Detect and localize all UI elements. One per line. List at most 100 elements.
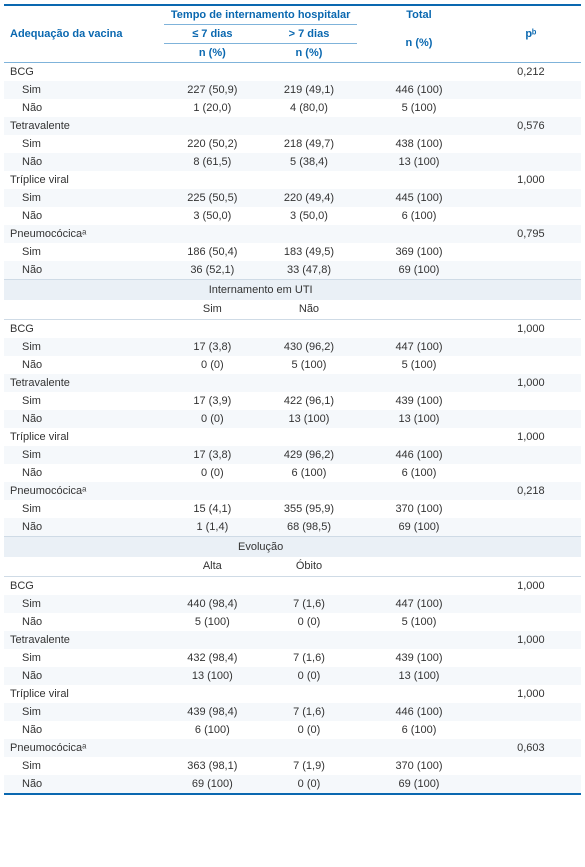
data-table: Adequação da vacina Tempo de internament… [4, 4, 581, 795]
section-evo-obito: Óbito [261, 557, 358, 577]
row-sim: Sim [4, 446, 164, 464]
cell: 3 (50,0) [164, 207, 261, 225]
cell: 370 (100) [357, 500, 480, 518]
row-nao: Não [4, 518, 164, 537]
cell: 225 (50,5) [164, 189, 261, 207]
vac-triplice: Tríplice viral [4, 428, 164, 446]
header-npc-2: n (%) [261, 44, 358, 63]
cell: 3 (50,0) [261, 207, 358, 225]
cell: 5 (100) [357, 613, 480, 631]
cell: 220 (50,2) [164, 135, 261, 153]
row-sim: Sim [4, 595, 164, 613]
p-evo-tetra: 1,000 [481, 631, 581, 649]
header-p: pᵇ [481, 5, 581, 63]
row-sim: Sim [4, 189, 164, 207]
row-nao: Não [4, 775, 164, 794]
row-nao: Não [4, 721, 164, 739]
cell: 219 (49,1) [261, 81, 358, 99]
cell: 0 (0) [261, 613, 358, 631]
cell: 446 (100) [357, 81, 480, 99]
p-uti-bcg: 1,000 [481, 320, 581, 339]
row-sim: Sim [4, 338, 164, 356]
section-uti-title: Internamento em UTI [164, 280, 357, 301]
row-nao: Não [4, 261, 164, 280]
row-sim: Sim [4, 243, 164, 261]
cell: 15 (4,1) [164, 500, 261, 518]
cell: 1 (20,0) [164, 99, 261, 117]
cell: 0 (0) [164, 356, 261, 374]
cell: 430 (96,2) [261, 338, 358, 356]
cell: 13 (100) [357, 153, 480, 171]
cell: 8 (61,5) [164, 153, 261, 171]
p-evo-triplice: 1,000 [481, 685, 581, 703]
cell: 5 (100) [357, 99, 480, 117]
cell: 7 (1,6) [261, 649, 358, 667]
cell: 7 (1,6) [261, 595, 358, 613]
cell: 5 (38,4) [261, 153, 358, 171]
cell: 4 (80,0) [261, 99, 358, 117]
cell: 0 (0) [261, 721, 358, 739]
cell: 6 (100) [357, 464, 480, 482]
cell: 218 (49,7) [261, 135, 358, 153]
cell: 36 (52,1) [164, 261, 261, 280]
cell: 5 (100) [357, 356, 480, 374]
cell: 17 (3,8) [164, 446, 261, 464]
cell: 439 (100) [357, 392, 480, 410]
header-gt7: > 7 dias [261, 25, 358, 44]
cell: 13 (100) [357, 410, 480, 428]
p-evo-bcg: 1,000 [481, 577, 581, 596]
row-nao: Não [4, 153, 164, 171]
vac-pneumo: Pneumocócicaᵃ [4, 225, 164, 243]
vac-triplice: Tríplice viral [4, 685, 164, 703]
cell: 68 (98,5) [261, 518, 358, 537]
row-nao: Não [4, 667, 164, 685]
cell: 69 (100) [357, 775, 480, 794]
cell: 0 (0) [164, 464, 261, 482]
row-sim: Sim [4, 649, 164, 667]
p-time-tetra: 0,576 [481, 117, 581, 135]
cell: 422 (96,1) [261, 392, 358, 410]
row-nao: Não [4, 410, 164, 428]
cell: 446 (100) [357, 703, 480, 721]
vac-pneumo: Pneumocócicaᵃ [4, 739, 164, 757]
row-nao: Não [4, 99, 164, 117]
cell: 186 (50,4) [164, 243, 261, 261]
cell: 6 (100) [357, 721, 480, 739]
cell: 0 (0) [164, 410, 261, 428]
cell: 0 (0) [261, 775, 358, 794]
section-evo-alta: Alta [164, 557, 261, 577]
header-adequacao: Adequação da vacina [4, 5, 164, 63]
vac-triplice: Tríplice viral [4, 171, 164, 189]
cell: 183 (49,5) [261, 243, 358, 261]
cell: 33 (47,8) [261, 261, 358, 280]
section-uti-nao: Não [261, 300, 358, 320]
cell: 447 (100) [357, 595, 480, 613]
cell: 446 (100) [357, 446, 480, 464]
cell: 69 (100) [357, 518, 480, 537]
section-evo-title: Evolução [164, 537, 357, 558]
cell: 227 (50,9) [164, 81, 261, 99]
vac-tetra: Tetravalente [4, 631, 164, 649]
row-sim: Sim [4, 392, 164, 410]
row-sim: Sim [4, 757, 164, 775]
vac-bcg: BCG [4, 320, 164, 339]
cell: 5 (100) [164, 613, 261, 631]
cell: 13 (100) [357, 667, 480, 685]
p-time-bcg: 0,212 [481, 63, 581, 82]
header-total: Total [357, 5, 480, 25]
p-time-pneumo: 0,795 [481, 225, 581, 243]
cell: 6 (100) [357, 207, 480, 225]
header-total-npc: n (%) [357, 25, 480, 63]
p-uti-triplice: 1,000 [481, 428, 581, 446]
cell: 440 (98,4) [164, 595, 261, 613]
row-nao: Não [4, 356, 164, 374]
cell: 5 (100) [261, 356, 358, 374]
p-uti-pneumo: 0,218 [481, 482, 581, 500]
row-sim: Sim [4, 500, 164, 518]
vac-pneumo: Pneumocócicaᵃ [4, 482, 164, 500]
vac-tetra: Tetravalente [4, 374, 164, 392]
cell: 220 (49,4) [261, 189, 358, 207]
p-evo-pneumo: 0,603 [481, 739, 581, 757]
cell: 369 (100) [357, 243, 480, 261]
row-nao: Não [4, 207, 164, 225]
